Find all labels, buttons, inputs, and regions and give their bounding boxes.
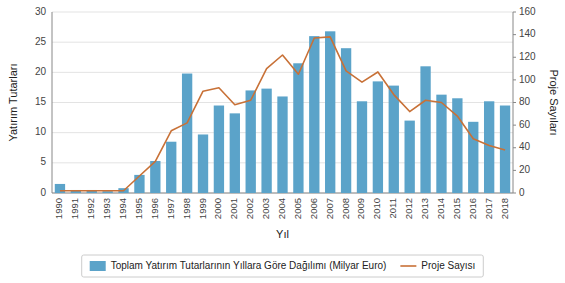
- x-tick-label: 1999: [197, 198, 208, 219]
- grid-line: [52, 72, 513, 73]
- y2-tick-label: 80: [519, 96, 531, 107]
- x-tick-label: 2018: [499, 198, 510, 219]
- x-tick-label: 2010: [371, 198, 382, 219]
- x-tick-label: 1990: [53, 198, 64, 219]
- x-tick-label: 2005: [292, 198, 303, 219]
- x-tick-label: 1998: [181, 198, 192, 219]
- y2-tick-label: 60: [519, 119, 531, 130]
- y-tick-label: 5: [40, 156, 46, 167]
- y2-tick-label: 160: [519, 6, 536, 17]
- legend-swatch: [400, 265, 416, 267]
- x-tick-label: 2008: [340, 198, 351, 219]
- x-tick-label: 1992: [85, 198, 96, 219]
- y-tick-label: 20: [35, 66, 47, 77]
- x-axis-title: Yıl: [276, 228, 289, 240]
- axes: 0 5 10 15 20 25 30 0 20 40 60 80 100 120 140 160 1990 199…: [35, 6, 536, 220]
- y2-tick-label: 120: [519, 51, 536, 62]
- bar: [246, 90, 256, 193]
- x-tick-label: 2012: [403, 198, 414, 219]
- legend-box: [82, 255, 484, 277]
- legend: Toplam Yatırım Tutarlarının Yıllara Göre…: [82, 255, 484, 277]
- legend-swatch: [90, 261, 106, 271]
- bar: [420, 66, 430, 193]
- x-tick-label: 1995: [133, 198, 144, 219]
- bar: [325, 31, 335, 193]
- y-axis-title: Yatırım Tutarları: [7, 63, 19, 141]
- x-tick-label: 2003: [260, 198, 271, 219]
- bar: [309, 36, 319, 193]
- x-tick-label: 2009: [355, 198, 366, 219]
- x-tick-label: 2016: [467, 198, 478, 219]
- bar: [214, 106, 224, 193]
- bar: [182, 74, 192, 193]
- y-tick-label: 0: [40, 187, 46, 198]
- x-tick-label: 2014: [435, 198, 446, 219]
- x-tick-label: 2004: [276, 198, 287, 219]
- grid-line: [52, 42, 513, 43]
- bar: [357, 101, 367, 193]
- x-tick-label: 2015: [451, 198, 462, 219]
- y-tick-label: 30: [35, 6, 47, 17]
- bar: [261, 89, 271, 193]
- bar: [134, 175, 144, 193]
- y-tick-label: 15: [35, 96, 47, 107]
- y2-tick-label: 40: [519, 141, 531, 152]
- bar: [198, 134, 208, 193]
- bar: [405, 121, 415, 193]
- y2-axis-line: [513, 12, 514, 193]
- bar: [150, 161, 160, 193]
- marks: [55, 31, 510, 193]
- bar: [293, 63, 303, 193]
- y-tick-label: 25: [35, 36, 47, 47]
- y2-tick-label: 0: [519, 187, 525, 198]
- x-tick-label: 2000: [212, 198, 223, 219]
- x-tick-label: 2013: [419, 198, 430, 219]
- bar: [389, 86, 399, 193]
- y-axis-line: [52, 12, 53, 193]
- bar: [436, 95, 446, 193]
- bar: [373, 81, 383, 193]
- line: [60, 37, 505, 191]
- x-tick-label: 1997: [165, 198, 176, 219]
- x-tick-label: 1993: [101, 198, 112, 219]
- x-tick-label: 2001: [228, 198, 239, 219]
- chart: 0 5 10 15 20 25 30 0 20 40 60 80 100 120 140 160 1990 199…: [0, 0, 565, 283]
- grid: [52, 12, 513, 193]
- y2-tick-label: 140: [519, 28, 536, 39]
- y2-tick-label: 100: [519, 74, 536, 85]
- x-tick-label: 2007: [324, 198, 335, 219]
- bar: [277, 96, 287, 193]
- y2-axis-title: Proje Sayıları: [548, 69, 560, 135]
- y2-tick-label: 20: [519, 164, 531, 175]
- legend-label: Proje Sayısı: [421, 260, 475, 271]
- chart-container: 0 5 10 15 20 25 30 0 20 40 60 80 100 120 140 160 1990 199…: [0, 0, 565, 283]
- bar: [166, 142, 176, 193]
- y-tick-label: 10: [35, 126, 47, 137]
- grid-line: [52, 12, 513, 13]
- x-tick-label: 1991: [69, 198, 80, 219]
- x-tick-label: 1994: [117, 198, 128, 219]
- bar: [55, 184, 65, 193]
- bar: [230, 113, 240, 193]
- legend-label: Toplam Yatırım Tutarlarının Yıllara Göre…: [111, 260, 387, 271]
- x-tick-label: 2006: [308, 198, 319, 219]
- x-tick-label: 1996: [149, 198, 160, 219]
- x-tick-label: 2002: [244, 198, 255, 219]
- x-tick-label: 2011: [387, 198, 398, 218]
- x-tick-label: 2017: [483, 198, 494, 219]
